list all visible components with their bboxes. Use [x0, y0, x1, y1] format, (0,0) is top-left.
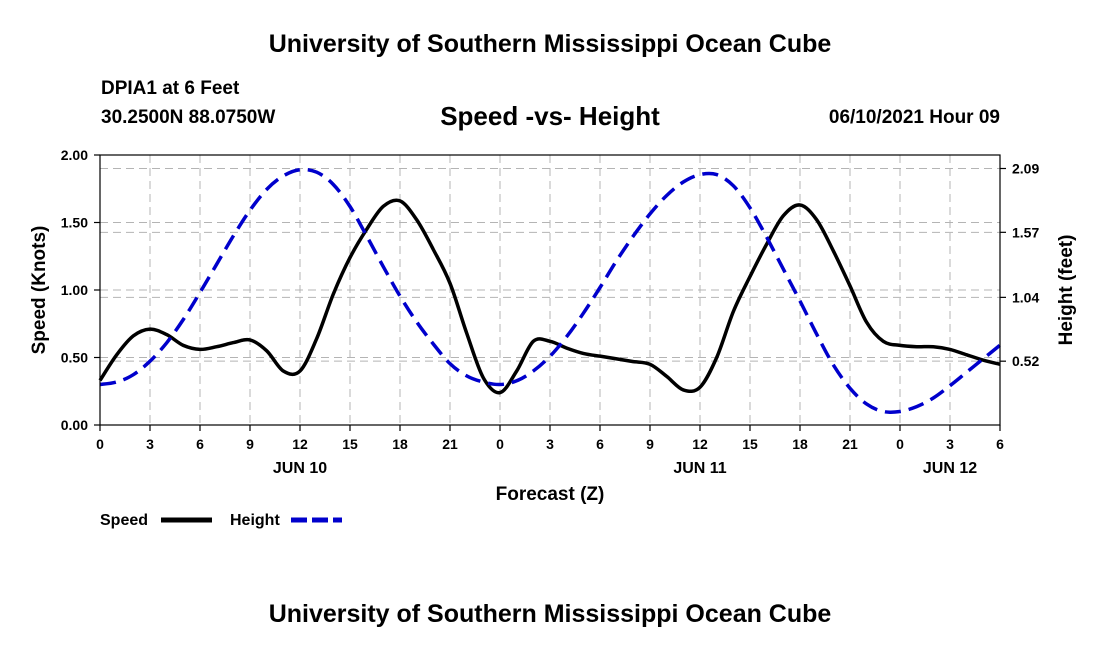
x-tick-label: 6: [996, 436, 1004, 452]
chart-legend: Speed Height: [100, 512, 342, 529]
x-tick-label: 9: [646, 436, 654, 452]
x-tick-label: 15: [342, 436, 358, 452]
day-label: JUN 12: [923, 460, 977, 477]
station-label: DPIA1 at 6 Feet: [101, 78, 240, 99]
y2-tick-label: 1.04: [1012, 289, 1039, 305]
chart-axes: 0 3 6 9 12 15 18 21 0 3 6 9 12 15 18 21 0 3 6 JUN 10 JUN 11 J…: [61, 147, 1040, 477]
x-tick-label: 0: [896, 436, 904, 452]
x-tick-label: 12: [292, 436, 308, 452]
y-axis-label: Speed (Knots): [29, 226, 50, 355]
x-tick-label: 3: [146, 436, 154, 452]
y2-tick-label: 0.52: [1012, 353, 1039, 369]
day-label: JUN 11: [673, 460, 726, 477]
y-tick-label: 0.50: [61, 350, 88, 366]
chart-title-text: Speed -vs- Height: [440, 101, 660, 131]
y-tick-label: 1.50: [61, 215, 88, 231]
y2-axis-label: Height (feet): [1056, 235, 1077, 346]
chart-series: [98, 167, 1002, 414]
x-tick-label: 6: [196, 436, 204, 452]
station-coordinates: 30.2500N 88.0750W: [101, 107, 276, 128]
y2-tick-label: 1.57: [1012, 224, 1039, 240]
day-label: JUN 10: [273, 460, 327, 477]
forecast-time: 06/10/2021 Hour 09: [828, 107, 1000, 128]
chart-title: Speed -vs- Height: [0, 101, 1100, 132]
x-tick-label: 0: [96, 436, 104, 452]
x-tick-label: 12: [692, 436, 708, 452]
y2-tick-label: 2.09: [1012, 161, 1039, 177]
x-tick-label: 18: [792, 436, 808, 452]
main-title: University of Southern Mississippi Ocean…: [268, 30, 832, 58]
x-tick-label: 3: [546, 436, 554, 452]
y-tick-label: 1.00: [61, 282, 88, 298]
x-tick-label: 0: [496, 436, 504, 452]
series-line-height: [99, 167, 1002, 414]
x-tick-label: 6: [596, 436, 604, 452]
x-tick-label: 9: [246, 436, 254, 452]
legend-label-height: Height: [230, 512, 280, 529]
legend-label-speed: Speed: [100, 512, 148, 529]
x-tick-label: 15: [742, 436, 758, 452]
x-tick-label: 3: [946, 436, 954, 452]
footer-title: University of Southern Mississippi Ocean…: [268, 600, 832, 628]
x-axis-label: Forecast (Z): [496, 484, 605, 505]
x-tick-label: 21: [442, 436, 458, 452]
series-line-speed: [98, 198, 1001, 395]
chart-grid: [100, 155, 1000, 425]
x-tick-label: 18: [392, 436, 408, 452]
x-tick-label: 21: [842, 436, 858, 452]
y-tick-label: 0.00: [61, 417, 88, 433]
y-tick-label: 2.00: [61, 147, 88, 163]
